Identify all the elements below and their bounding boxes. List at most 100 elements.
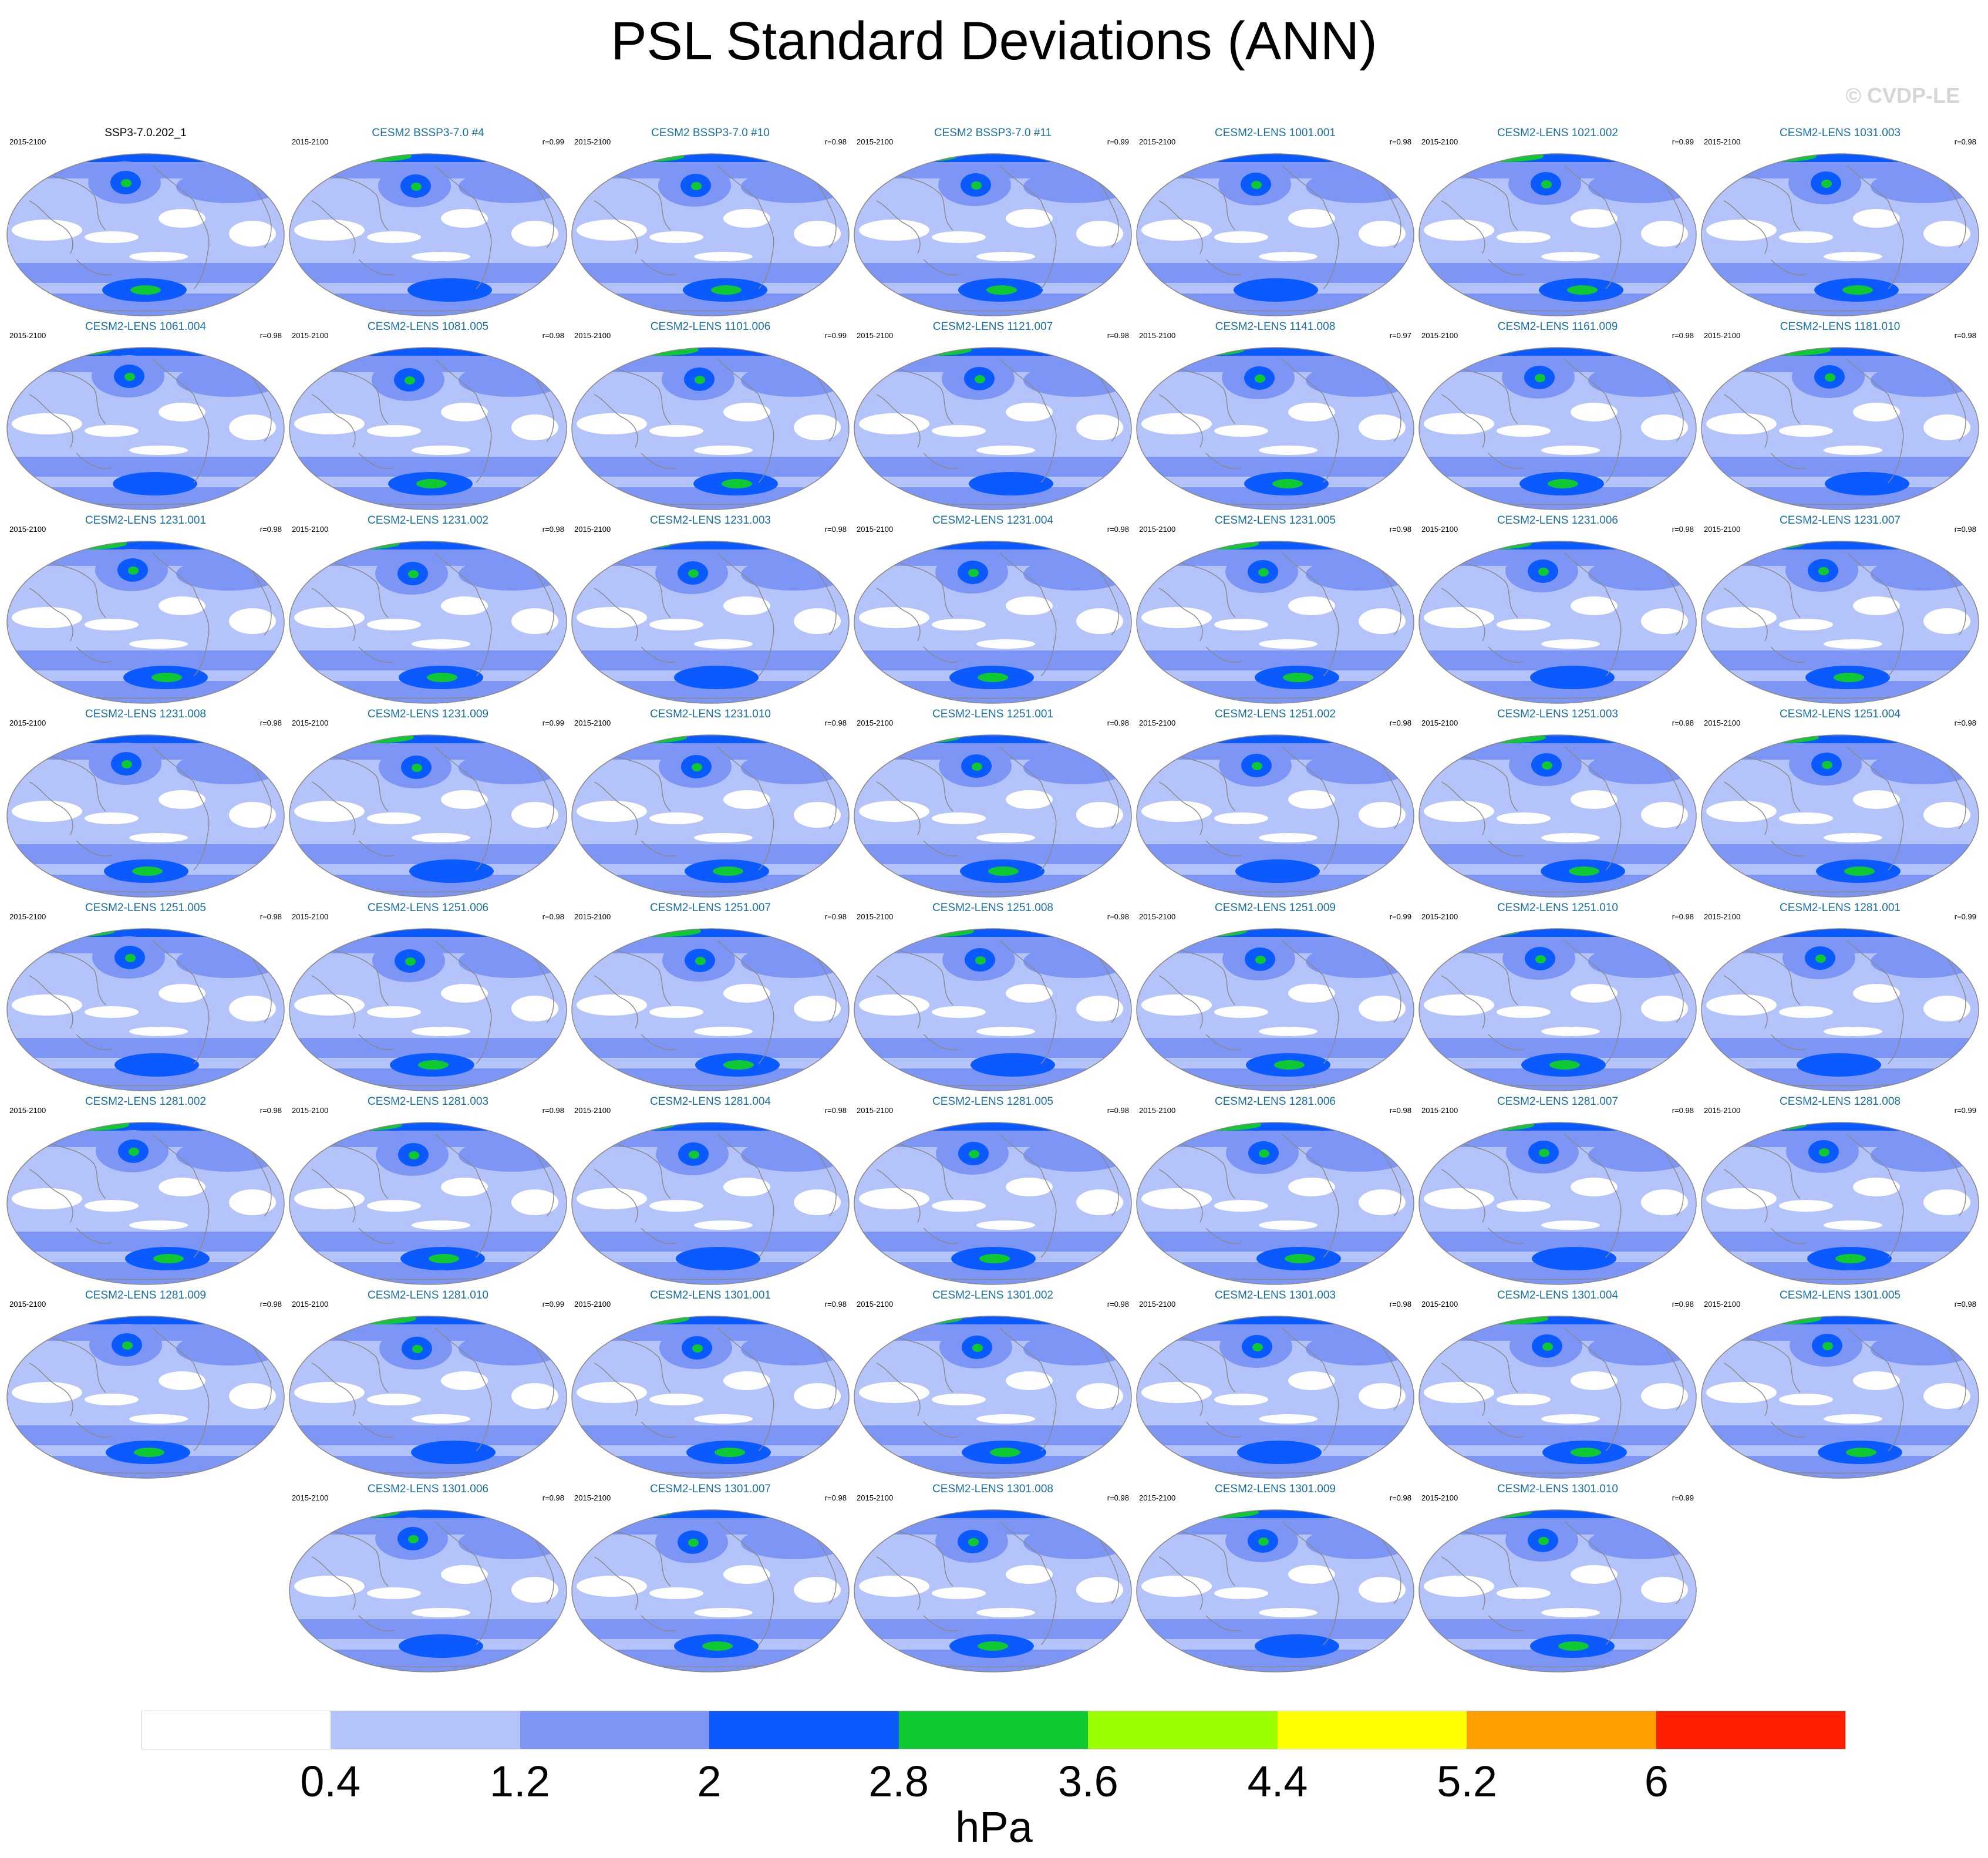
contour-fill-high bbox=[1419, 1510, 1696, 1518]
contour-fill-mid bbox=[7, 650, 284, 670]
contour-fill-high bbox=[854, 154, 1131, 162]
map-contour-plot bbox=[1418, 541, 1697, 704]
contour-fill-peak bbox=[121, 179, 132, 187]
panel-title: CESM2-LENS 1251.005 bbox=[85, 902, 206, 914]
contour-fill-mid bbox=[1588, 1333, 1694, 1365]
contour-fill-lowest bbox=[1853, 984, 1900, 1003]
contour-fill-mid bbox=[741, 945, 847, 978]
contour-fill-high bbox=[1137, 929, 1414, 937]
panel-pattern-correlation: r=0.98 bbox=[1389, 1493, 1411, 1502]
contour-fill-lowest bbox=[1641, 1189, 1688, 1215]
contour-fill-high bbox=[7, 541, 284, 549]
map-outline bbox=[854, 734, 1132, 898]
contour-fill-lowest bbox=[229, 1383, 276, 1409]
contour-fill-lowest bbox=[511, 414, 558, 440]
map-panel: CESM2-LENS 1301.001 2015-2100 r=0.98 bbox=[571, 1289, 850, 1479]
contour-fill-lowest bbox=[723, 403, 770, 421]
contour-fill-mid bbox=[1871, 945, 1976, 978]
contour-fill-lowest bbox=[1824, 446, 1882, 455]
contour-fill-lowest bbox=[1923, 802, 1970, 828]
contour-fill-lowest bbox=[159, 1178, 205, 1196]
contour-fill-lowest bbox=[1824, 1027, 1882, 1036]
contour-fill-peak bbox=[968, 569, 979, 577]
contour-fill-mid bbox=[741, 1526, 847, 1559]
panel-period: 2015-2100 bbox=[1139, 525, 1176, 534]
contour-fill-lowest bbox=[1006, 984, 1053, 1003]
contour-fill-lowest bbox=[1497, 1006, 1551, 1018]
contour-fill-mid bbox=[1023, 558, 1129, 591]
panel-pattern-correlation: r=0.98 bbox=[1672, 525, 1694, 534]
contour-fill-peak bbox=[979, 1254, 1010, 1263]
contour-fill-mid bbox=[176, 1333, 282, 1365]
contour-fill-lowest bbox=[1141, 994, 1212, 1016]
contour-fill-high bbox=[674, 666, 759, 689]
contour-fill-lowest bbox=[367, 425, 421, 437]
contour-fill-lowest bbox=[976, 252, 1035, 261]
contour-fill-mid bbox=[1701, 1425, 1979, 1445]
contour-fill-peak bbox=[1825, 373, 1835, 382]
map-contour-plot bbox=[854, 153, 1132, 316]
contour-fill-lowest bbox=[159, 1371, 205, 1390]
panel-pattern-correlation: r=0.98 bbox=[1389, 137, 1411, 146]
map-contour-plot bbox=[571, 347, 850, 510]
contour-fill-mid bbox=[1306, 751, 1411, 784]
map-panel: CESM2-LENS 1251.009 2015-2100 r=0.99 bbox=[1135, 902, 1415, 1092]
map-outline bbox=[1418, 928, 1697, 1091]
panel-title: CESM2-LENS 1231.005 bbox=[1215, 514, 1336, 527]
panel-title: CESM2-LENS 1301.001 bbox=[650, 1289, 771, 1301]
map-panel: CESM2-LENS 1101.006 2015-2100 r=0.99 bbox=[571, 321, 850, 511]
contour-fill-peak bbox=[968, 1538, 979, 1546]
contour-fill-lowest bbox=[12, 801, 82, 822]
panel-period: 2015-2100 bbox=[9, 1106, 46, 1115]
panel-period: 2015-2100 bbox=[574, 1106, 611, 1115]
map-panel: CESM2-LENS 1281.009 2015-2100 r=0.98 bbox=[6, 1289, 285, 1479]
panel-period: 2015-2100 bbox=[9, 719, 46, 727]
panel-title: CESM2-LENS 1081.005 bbox=[368, 321, 488, 333]
contour-fill-lowest bbox=[511, 1189, 558, 1215]
contour-fill-lowest bbox=[723, 1178, 770, 1196]
panel-title: CESM2-LENS 1061.004 bbox=[85, 321, 206, 333]
panel-period: 2015-2100 bbox=[1139, 1106, 1176, 1115]
contour-fill-mid bbox=[176, 1139, 282, 1172]
contour-fill-mid bbox=[459, 558, 564, 591]
contour-fill-peak bbox=[151, 673, 182, 682]
contour-fill-lowest bbox=[1288, 984, 1335, 1003]
panel-pattern-correlation: r=0.98 bbox=[260, 912, 282, 921]
contour-fill-lowest bbox=[1288, 1565, 1335, 1584]
contour-fill-lowest bbox=[1214, 1200, 1268, 1212]
panel-pattern-correlation: r=0.98 bbox=[542, 1493, 564, 1502]
map-outline bbox=[1418, 1509, 1697, 1672]
map-panel: CESM2-LENS 1281.005 2015-2100 r=0.98 bbox=[853, 1095, 1133, 1286]
contour-fill-peak bbox=[971, 181, 982, 190]
contour-fill-mid bbox=[1588, 364, 1694, 397]
map-panel: CESM2-LENS 1121.007 2015-2100 r=0.98 bbox=[853, 321, 1133, 511]
contour-fill-peak bbox=[132, 866, 163, 876]
contour-fill-peak bbox=[1272, 479, 1303, 488]
contour-fill-mid bbox=[459, 751, 564, 784]
contour-fill-lowest bbox=[1779, 425, 1833, 437]
panel-period: 2015-2100 bbox=[857, 912, 894, 921]
contour-fill-peak bbox=[1259, 1149, 1269, 1158]
map-panel: CESM2-LENS 1301.009 2015-2100 r=0.98 bbox=[1135, 1483, 1415, 1673]
contour-fill-lowest bbox=[1497, 1587, 1551, 1599]
contour-fill-peak bbox=[1538, 568, 1549, 576]
contour-fill-lowest bbox=[1259, 446, 1318, 455]
map-panel: CESM2-LENS 1301.003 2015-2100 r=0.98 bbox=[1135, 1289, 1415, 1479]
map-contour-plot bbox=[6, 928, 285, 1091]
map-outline bbox=[1701, 928, 1979, 1091]
contour-fill-peak bbox=[689, 1151, 699, 1159]
panel-pattern-correlation: r=0.99 bbox=[1954, 1106, 1976, 1115]
map-outline bbox=[289, 153, 567, 316]
map-panel: CESM2-LENS 1231.003 2015-2100 r=0.98 bbox=[571, 514, 850, 704]
contour-fill-mid bbox=[572, 457, 849, 477]
contour-fill-lowest bbox=[976, 446, 1035, 455]
contour-fill-lowest bbox=[1853, 596, 1900, 615]
contour-fill-mid bbox=[1023, 1139, 1129, 1172]
contour-fill-high bbox=[7, 735, 284, 743]
colorbar-segment bbox=[709, 1711, 899, 1749]
contour-fill-lowest bbox=[1359, 608, 1406, 634]
contour-fill-lowest bbox=[577, 607, 647, 628]
panel-title: CESM2-LENS 1231.002 bbox=[368, 514, 488, 527]
contour-fill-lowest bbox=[932, 812, 986, 824]
contour-fill-lowest bbox=[294, 220, 365, 241]
